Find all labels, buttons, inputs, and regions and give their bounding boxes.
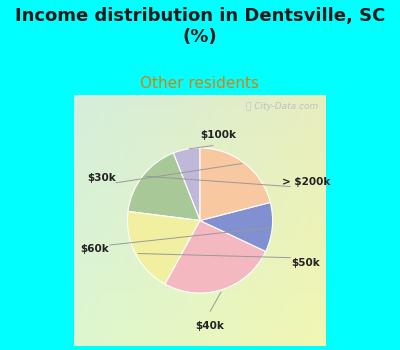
Text: $40k: $40k [196, 321, 224, 331]
Wedge shape [128, 211, 200, 284]
Text: ⓘ City-Data.com: ⓘ City-Data.com [246, 102, 318, 111]
Text: $60k: $60k [80, 244, 108, 254]
Text: > $200k: > $200k [282, 177, 330, 187]
Wedge shape [165, 220, 266, 293]
Text: Income distribution in Dentsville, SC
(%): Income distribution in Dentsville, SC (%… [15, 7, 385, 46]
Text: $30k: $30k [87, 173, 116, 183]
Wedge shape [200, 202, 272, 251]
Text: Other residents: Other residents [140, 76, 260, 91]
Wedge shape [200, 148, 270, 220]
Text: $50k: $50k [292, 258, 320, 268]
Wedge shape [173, 148, 200, 220]
Wedge shape [128, 153, 200, 220]
Text: $100k: $100k [200, 130, 236, 140]
